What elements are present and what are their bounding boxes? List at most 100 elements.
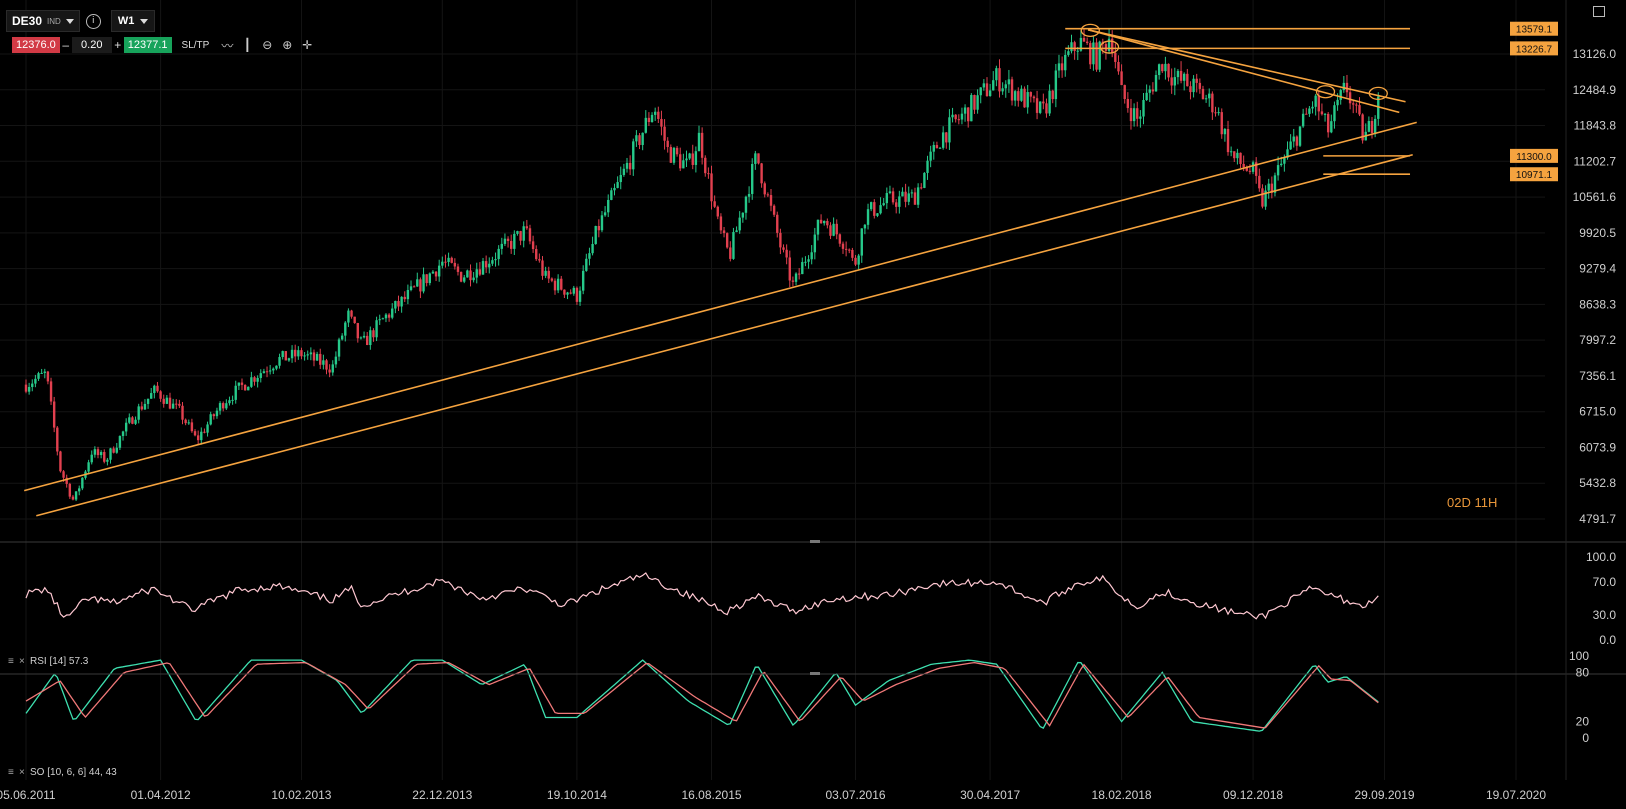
candle-body — [1311, 106, 1314, 109]
candle-body — [356, 323, 360, 339]
instrument-selector[interactable]: DE30 IND — [6, 10, 80, 32]
candle-body — [685, 158, 688, 161]
candle-body — [1204, 98, 1208, 100]
candle-body — [481, 261, 485, 275]
candle-body — [49, 381, 53, 402]
candle-body — [782, 247, 785, 250]
candle-body — [1032, 96, 1036, 99]
candle-body — [453, 262, 457, 267]
candle-body — [663, 126, 666, 141]
candle-body — [1217, 112, 1220, 114]
candle-body — [325, 360, 328, 370]
candle-body — [1283, 157, 1286, 164]
candle-body — [150, 393, 153, 399]
candle-body — [444, 261, 447, 263]
candle-body — [200, 431, 203, 441]
candle-body — [854, 257, 857, 265]
candle-body — [895, 202, 898, 207]
candle-body — [1176, 70, 1180, 78]
stoch-line-d — [25, 661, 1379, 729]
candle-body — [394, 301, 397, 309]
buy-button[interactable]: 12377.1 — [123, 37, 172, 53]
candle-body — [1280, 163, 1283, 166]
candle-body — [265, 371, 269, 373]
candle-body — [879, 205, 882, 214]
candle-body — [763, 183, 766, 195]
timeframe-selector[interactable]: W1 — [110, 10, 156, 32]
candle-body — [1057, 63, 1061, 71]
candle-body — [967, 107, 970, 122]
candle-body — [1132, 108, 1136, 122]
candle-body — [315, 353, 319, 361]
candle-body — [312, 352, 316, 361]
candle-body — [68, 483, 72, 497]
candle-body — [469, 270, 472, 281]
candle-body — [901, 191, 904, 197]
candle-body — [115, 447, 118, 453]
stoch-label: SO [10, 6, 6] 44, 43 — [30, 767, 117, 778]
candle-body — [406, 289, 410, 300]
candle-body — [31, 383, 34, 387]
candle-body — [1051, 90, 1054, 100]
candle-body — [960, 113, 964, 120]
candle-body — [757, 153, 760, 164]
y-tick-label: 11843.8 — [1574, 119, 1617, 133]
candle-body — [948, 117, 951, 143]
y-tick-label: 6715.0 — [1579, 405, 1616, 419]
candle-body — [1292, 136, 1295, 142]
candle-body — [1276, 165, 1280, 176]
sell-button[interactable]: 12376.0 — [12, 37, 60, 53]
candle-body — [416, 279, 419, 287]
candle-body — [541, 260, 544, 276]
candle-body — [206, 424, 209, 433]
candle-body — [957, 119, 961, 121]
candle-body — [1239, 152, 1242, 164]
candle-body — [666, 140, 669, 147]
candle-body — [193, 431, 197, 436]
volume-decrease-button[interactable]: – — [62, 38, 70, 52]
candle-body — [938, 147, 942, 149]
candle-body — [1151, 89, 1155, 92]
maximize-icon[interactable] — [1593, 6, 1605, 17]
candle-body — [231, 399, 234, 401]
candle-body — [509, 241, 513, 249]
candle-body — [863, 224, 867, 229]
crosshair-icon[interactable]: ✛ — [302, 38, 313, 52]
trendlines-layer[interactable] — [24, 23, 1417, 517]
candle-body — [1067, 51, 1070, 55]
candle-body — [1195, 78, 1198, 83]
candle-body — [1060, 63, 1064, 71]
candle-body — [622, 168, 626, 175]
zoom-out-icon[interactable]: ⊖ — [262, 38, 273, 52]
candle-body — [331, 364, 334, 373]
candle-body — [707, 173, 710, 175]
candle-body — [78, 488, 81, 492]
candle-body — [1348, 92, 1352, 104]
volume-input[interactable]: 0.20 — [71, 37, 112, 53]
candle-body — [303, 355, 306, 357]
zoom-in-icon[interactable]: ⊕ — [282, 38, 293, 52]
candle-body — [434, 271, 438, 277]
candle-body — [46, 371, 50, 382]
price-level-label — [1510, 41, 1558, 56]
candle-body — [378, 319, 381, 321]
candle-body — [1076, 50, 1079, 52]
line-chart-icon[interactable]: 〰 — [221, 38, 234, 53]
candle-body — [259, 373, 262, 378]
candle-body — [1289, 141, 1292, 150]
candle-body — [131, 417, 134, 424]
candle-body — [594, 225, 597, 244]
candle-body — [785, 249, 788, 258]
candle-body — [472, 277, 475, 281]
candle-body — [397, 301, 400, 307]
candle-body — [613, 187, 616, 191]
candle-body — [641, 132, 644, 146]
candle-body — [838, 234, 842, 244]
candle-body — [1345, 82, 1349, 93]
sltp-button[interactable]: SL/TP — [181, 39, 210, 51]
candle-chart-icon[interactable]: ┃ — [243, 38, 251, 52]
info-icon[interactable]: i — [85, 13, 101, 29]
candle-body — [829, 225, 832, 236]
volume-increase-button[interactable]: + — [114, 38, 122, 52]
